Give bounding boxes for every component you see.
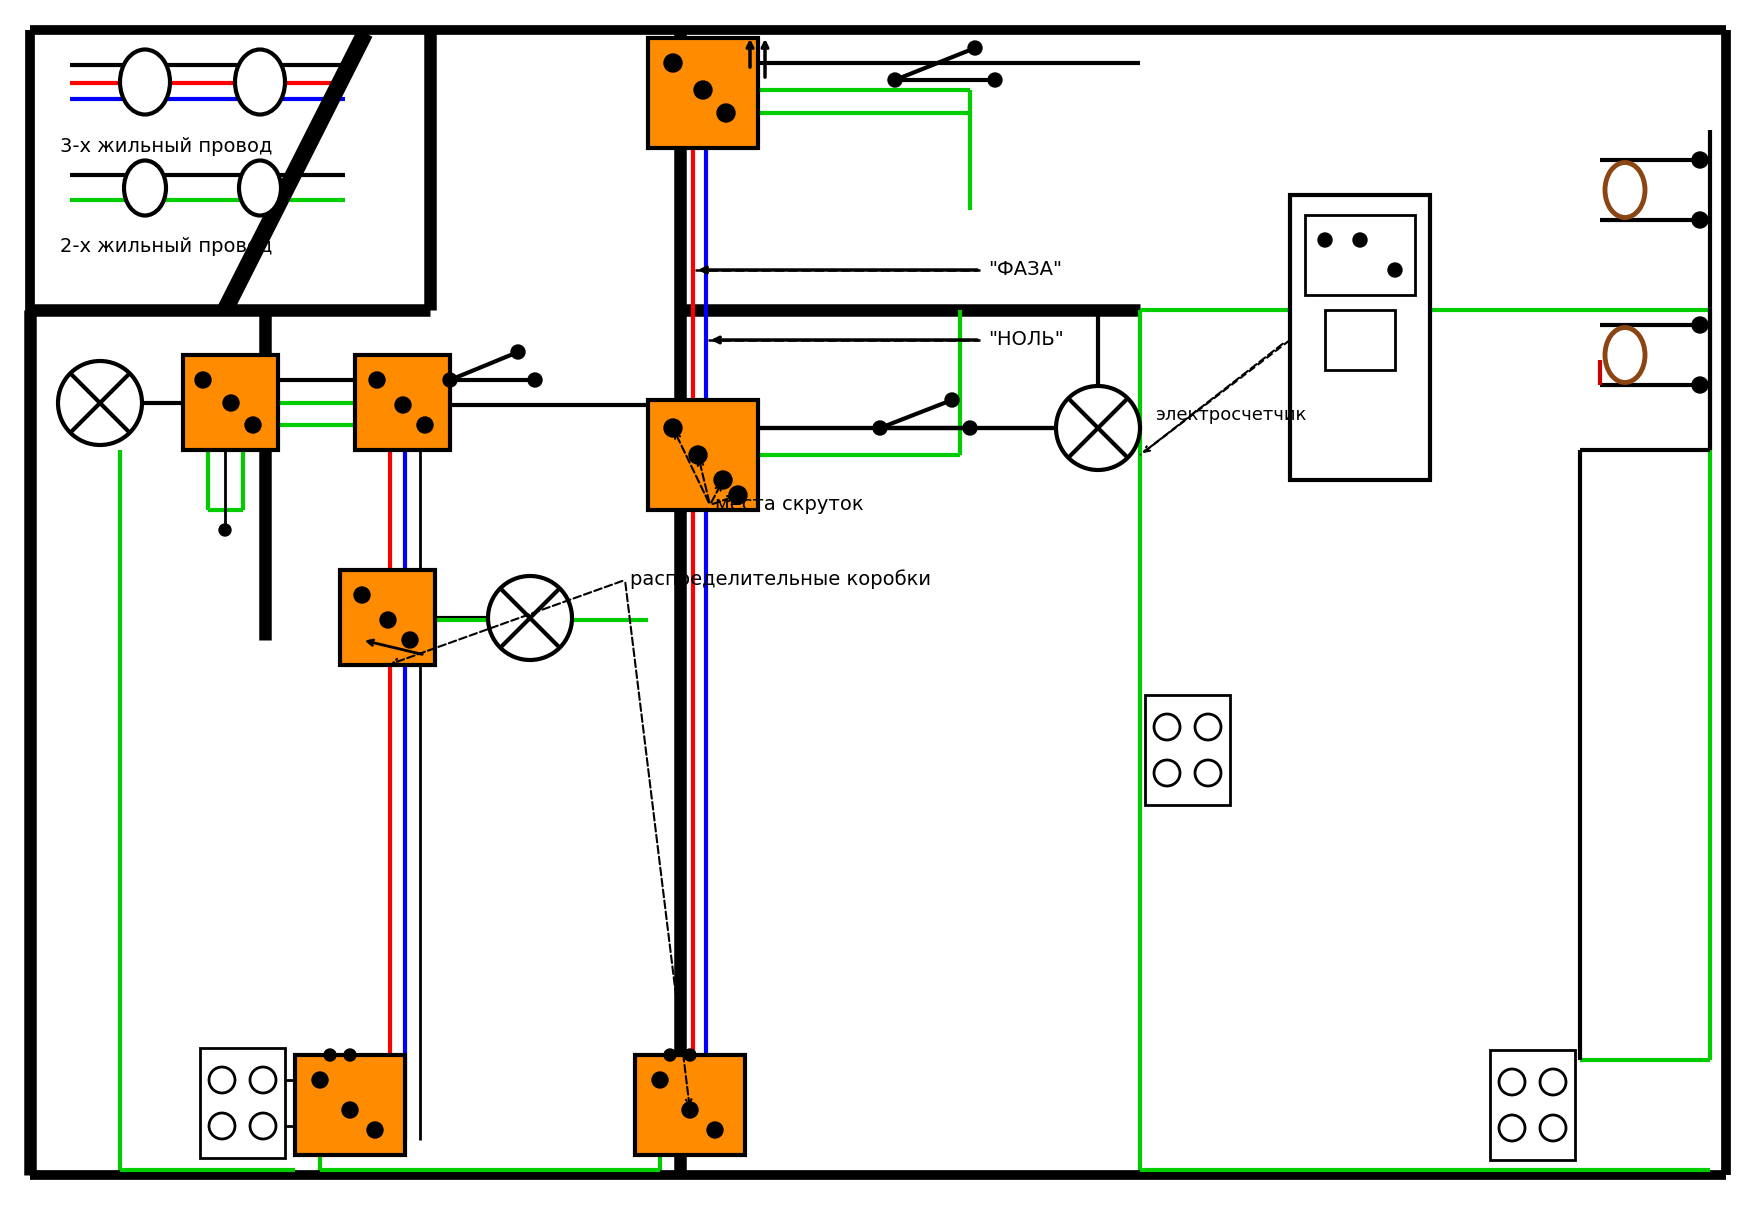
Circle shape (369, 372, 384, 388)
Circle shape (209, 1113, 235, 1139)
Circle shape (688, 446, 707, 464)
Circle shape (1539, 1115, 1565, 1141)
Circle shape (195, 372, 211, 388)
Circle shape (651, 1072, 667, 1088)
Circle shape (1692, 317, 1708, 333)
Ellipse shape (235, 49, 284, 114)
Ellipse shape (239, 160, 281, 216)
Circle shape (684, 1050, 695, 1060)
Text: электросчетчик: электросчетчик (1155, 406, 1306, 424)
Circle shape (344, 1050, 356, 1060)
Circle shape (988, 74, 1002, 87)
Bar (340, 570, 435, 665)
Circle shape (1499, 1069, 1523, 1095)
Circle shape (355, 587, 370, 602)
Circle shape (1692, 152, 1708, 167)
Circle shape (663, 1050, 676, 1060)
Circle shape (249, 1113, 276, 1139)
Circle shape (663, 419, 681, 437)
Ellipse shape (1604, 163, 1644, 217)
Circle shape (1195, 760, 1220, 786)
Ellipse shape (125, 160, 167, 216)
Circle shape (663, 54, 681, 72)
Circle shape (1499, 1115, 1523, 1141)
Circle shape (1692, 377, 1708, 393)
Circle shape (511, 345, 525, 359)
Circle shape (716, 104, 735, 122)
Circle shape (219, 524, 232, 536)
Bar (200, 1048, 284, 1158)
Bar (355, 355, 449, 449)
Bar (648, 39, 758, 148)
Circle shape (528, 374, 542, 387)
Circle shape (1539, 1069, 1565, 1095)
Circle shape (1386, 263, 1400, 277)
Bar (1325, 310, 1393, 370)
Bar (1144, 695, 1228, 805)
Circle shape (1055, 386, 1139, 470)
Text: 3-х жильный провод: 3-х жильный провод (60, 137, 272, 155)
Circle shape (488, 576, 572, 660)
Circle shape (967, 41, 981, 55)
Ellipse shape (119, 49, 170, 114)
Circle shape (249, 1066, 276, 1093)
Circle shape (325, 1050, 335, 1060)
Text: "ФАЗА": "ФАЗА" (988, 260, 1062, 280)
Text: "НОЛЬ": "НОЛЬ" (988, 330, 1064, 349)
Circle shape (379, 612, 397, 628)
Bar (635, 1056, 744, 1156)
Circle shape (1153, 760, 1179, 786)
Circle shape (693, 81, 711, 99)
Circle shape (1353, 233, 1365, 247)
Ellipse shape (1604, 328, 1644, 382)
Bar (1304, 214, 1415, 295)
Text: 2-х жильный провод: 2-х жильный провод (60, 237, 272, 255)
Circle shape (944, 393, 958, 407)
Circle shape (962, 421, 976, 435)
Circle shape (1153, 715, 1179, 740)
Circle shape (402, 631, 418, 648)
Bar (183, 355, 277, 449)
Circle shape (367, 1122, 383, 1138)
Circle shape (312, 1072, 328, 1088)
Circle shape (442, 374, 456, 387)
Circle shape (728, 486, 746, 504)
Circle shape (223, 395, 239, 411)
Circle shape (681, 1103, 697, 1118)
Circle shape (714, 471, 732, 489)
Circle shape (58, 362, 142, 445)
Circle shape (342, 1103, 358, 1118)
Circle shape (707, 1122, 723, 1138)
Circle shape (395, 396, 411, 413)
Text: распределительные коробки: распределительные коробки (630, 569, 930, 589)
Bar (648, 400, 758, 510)
Bar (1490, 1050, 1574, 1160)
Text: места скруток: места скруток (714, 495, 863, 515)
Circle shape (246, 417, 261, 433)
Bar (295, 1056, 405, 1156)
Circle shape (209, 1066, 235, 1093)
Circle shape (1318, 233, 1332, 247)
Circle shape (872, 421, 886, 435)
Bar (1290, 195, 1429, 480)
Circle shape (1195, 715, 1220, 740)
Circle shape (1692, 212, 1708, 228)
Circle shape (416, 417, 433, 433)
Circle shape (888, 74, 902, 87)
